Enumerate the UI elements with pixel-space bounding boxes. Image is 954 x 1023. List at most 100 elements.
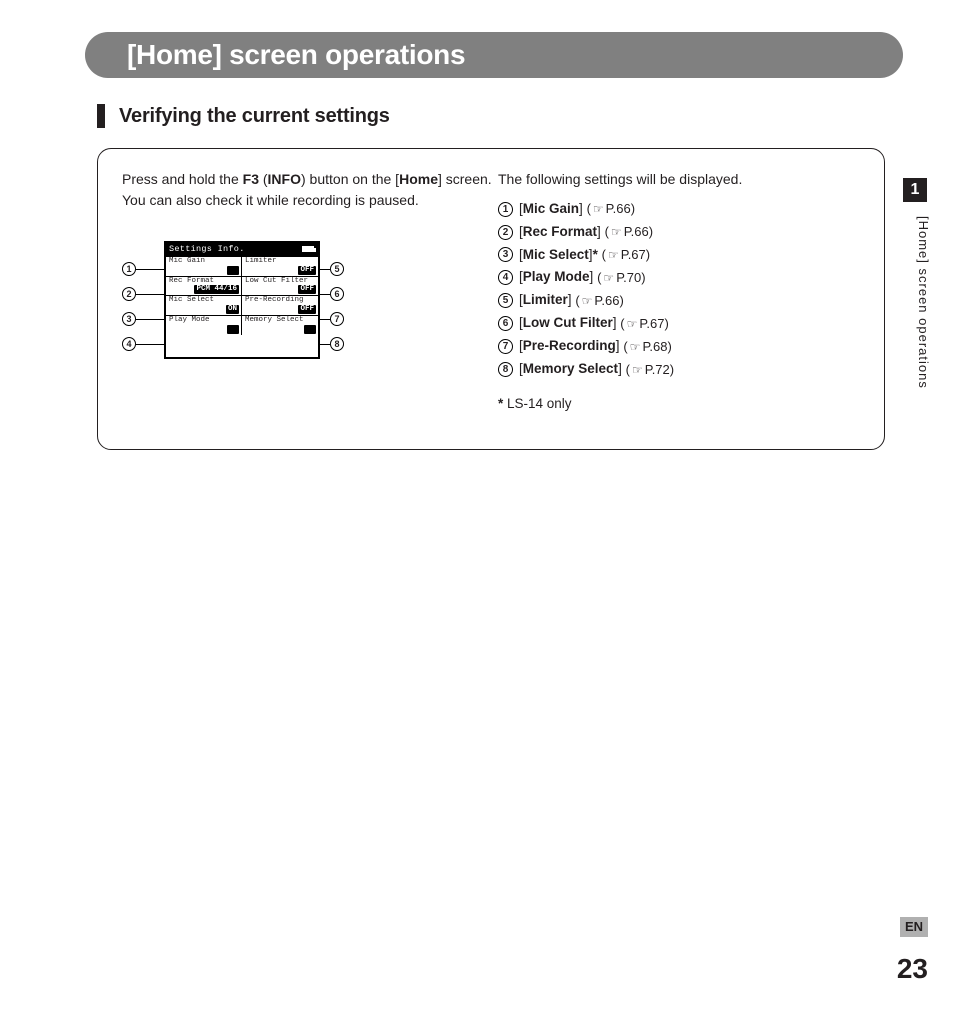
lcd-cell-label: Mic Select xyxy=(169,297,239,305)
page-ref: (☞P.68) xyxy=(623,337,672,357)
callout-number: 2 xyxy=(122,287,136,301)
leader-line xyxy=(136,344,164,345)
leader-line xyxy=(136,319,164,320)
lcd-screen: Settings Info. Mic Gain Limiter OFF xyxy=(164,241,320,359)
item-number: 4 xyxy=(498,270,513,285)
lcd-cell: Low Cut Filter OFF xyxy=(242,277,318,297)
heading-bar-icon xyxy=(97,104,105,128)
lcd-cell-label: Limiter xyxy=(245,258,316,266)
setting-name-bold: Memory Select xyxy=(523,361,618,376)
lcd-cell-label: Rec Format xyxy=(169,278,239,286)
page-ref: (☞P.70) xyxy=(597,268,646,288)
setting-name: [Play Mode] xyxy=(519,267,593,288)
pointer-icon: ☞ xyxy=(608,248,619,262)
lcd-cell: Memory Select xyxy=(242,316,318,336)
mic-gain-icon xyxy=(227,266,239,275)
lcd-cell: Play Mode xyxy=(166,316,242,336)
setting-name: [Pre-Recording] xyxy=(519,336,620,357)
list-item: 5 [Limiter] (☞P.66) xyxy=(498,290,860,311)
chapter-side-label: [Home] screen operations xyxy=(915,216,931,389)
setting-name-bold: Pre-Recording xyxy=(523,338,616,353)
item-number: 6 xyxy=(498,316,513,331)
lcd-body: Mic Gain Limiter OFF Rec Format PCM 44/1… xyxy=(166,257,318,335)
callout-number: 3 xyxy=(122,312,136,326)
lcd-cell-label: Play Mode xyxy=(169,317,239,325)
battery-icon xyxy=(301,245,315,253)
item-number: 7 xyxy=(498,339,513,354)
setting-name: [Mic Select]* xyxy=(519,245,598,266)
setting-name: [Rec Format] xyxy=(519,222,601,243)
intro-paragraph: Press and hold the F3 (INFO) button on t… xyxy=(122,169,498,211)
setting-name: [Memory Select] xyxy=(519,359,622,380)
pointer-icon: ☞ xyxy=(627,317,638,331)
lcd-cell-label: Low Cut Filter xyxy=(245,278,316,286)
lcd-cell: Mic Gain xyxy=(166,257,242,277)
lcd-cell-value: OFF xyxy=(298,305,316,314)
page-ref: (☞P.66) xyxy=(605,222,654,242)
setting-name-bold: Mic Gain xyxy=(523,201,579,216)
leader-line xyxy=(320,344,330,345)
leader-line xyxy=(136,294,164,295)
setting-name: [Mic Gain] xyxy=(519,199,583,220)
lcd-cell-label: Pre-Recording xyxy=(245,297,316,305)
page-ref-num: P.66 xyxy=(594,293,619,308)
page-ref: (☞P.66) xyxy=(587,199,636,219)
lcd-cell-value: PCM 44/16 xyxy=(194,285,239,294)
lcd-cell: Rec Format PCM 44/16 xyxy=(166,277,242,297)
intro-text: ( xyxy=(259,171,268,187)
callout-number: 5 xyxy=(330,262,344,276)
setting-name-bold: Low Cut Filter xyxy=(523,315,613,330)
title-banner: [Home] screen operations xyxy=(85,32,903,78)
setting-star: * xyxy=(593,247,598,262)
leader-line xyxy=(320,269,330,270)
left-column: Press and hold the F3 (INFO) button on t… xyxy=(122,169,498,415)
language-tag: EN xyxy=(900,917,928,937)
callout-number: 8 xyxy=(330,337,344,351)
item-number: 8 xyxy=(498,362,513,377)
callout-number: 4 xyxy=(122,337,136,351)
page-ref-num: P.67 xyxy=(621,247,646,262)
chapter-tab: 1 xyxy=(903,178,927,202)
footnote-text: LS-14 only xyxy=(503,396,571,411)
intro-text: ) button on the [ xyxy=(301,171,399,187)
leader-line xyxy=(320,319,330,320)
pointer-icon: ☞ xyxy=(582,294,593,308)
pointer-icon: ☞ xyxy=(603,271,614,285)
leader-line xyxy=(136,269,164,270)
pointer-icon: ☞ xyxy=(593,202,604,216)
lcd-cell-value: ON xyxy=(226,305,239,314)
intro-key-info: INFO xyxy=(268,171,301,187)
lcd-title-text: Settings Info. xyxy=(169,243,245,256)
page-ref: (☞P.72) xyxy=(626,360,675,380)
setting-name: [Low Cut Filter] xyxy=(519,313,617,334)
settings-lead: The following settings will be displayed… xyxy=(498,169,860,191)
setting-name-bold: Limiter xyxy=(523,292,568,307)
page-ref-num: P.67 xyxy=(639,316,664,331)
setting-name: [Limiter] xyxy=(519,290,572,311)
list-item: 4 [Play Mode] (☞P.70) xyxy=(498,267,860,288)
item-number: 2 xyxy=(498,225,513,240)
page-number: 23 xyxy=(897,953,928,985)
page-ref-num: P.72 xyxy=(645,362,670,377)
list-item: 7 [Pre-Recording] (☞P.68) xyxy=(498,336,860,357)
page-ref-num: P.66 xyxy=(624,224,649,239)
list-item: 2 [Rec Format] (☞P.66) xyxy=(498,222,860,243)
footnote: * LS-14 only xyxy=(498,394,860,415)
setting-name-bold: Rec Format xyxy=(523,224,597,239)
intro-key-f3: F3 xyxy=(243,171,259,187)
section-heading: Verifying the current settings xyxy=(97,104,390,128)
page-ref-num: P.70 xyxy=(616,270,641,285)
lcd-cell: Limiter OFF xyxy=(242,257,318,277)
item-number: 5 xyxy=(498,293,513,308)
lcd-diagram: Settings Info. Mic Gain Limiter OFF xyxy=(122,239,498,399)
callout-number: 7 xyxy=(330,312,344,326)
list-item: 6 [Low Cut Filter] (☞P.67) xyxy=(498,313,860,334)
setting-name-bold: Mic Select xyxy=(523,247,589,262)
page-ref: (☞P.67) xyxy=(620,314,669,334)
page-title: [Home] screen operations xyxy=(85,32,903,78)
page-ref: (☞P.66) xyxy=(575,291,624,311)
right-column: The following settings will be displayed… xyxy=(498,169,860,415)
lcd-cell-label: Memory Select xyxy=(245,317,316,325)
intro-text: Press and hold the xyxy=(122,171,243,187)
callout-number: 6 xyxy=(330,287,344,301)
